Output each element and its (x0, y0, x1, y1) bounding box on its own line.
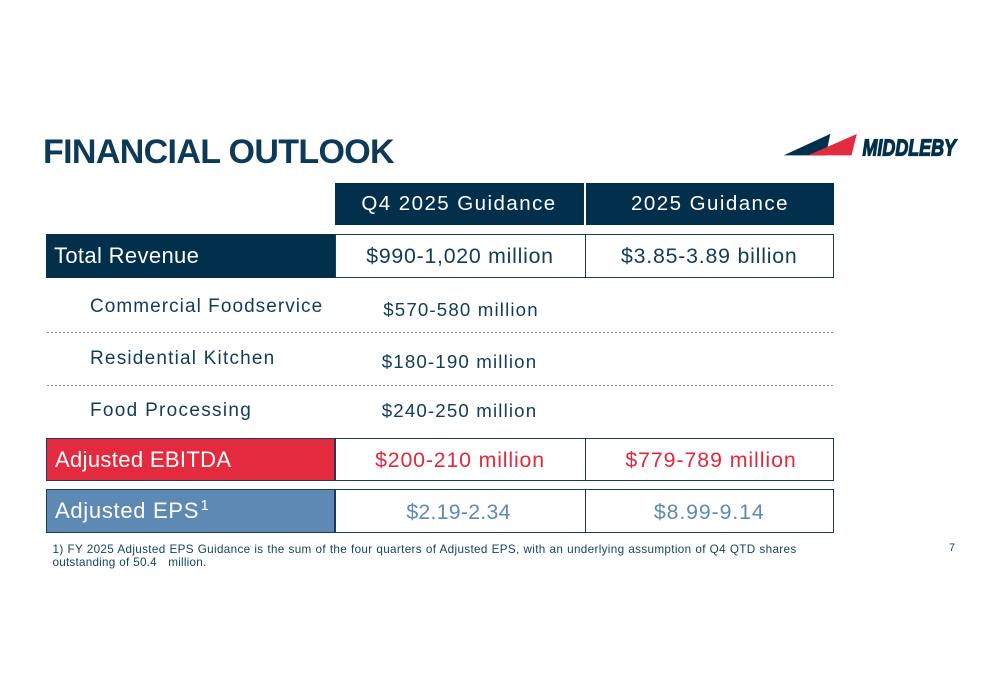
svg-text:MIDDLEBY: MIDDLEBY (863, 135, 959, 158)
